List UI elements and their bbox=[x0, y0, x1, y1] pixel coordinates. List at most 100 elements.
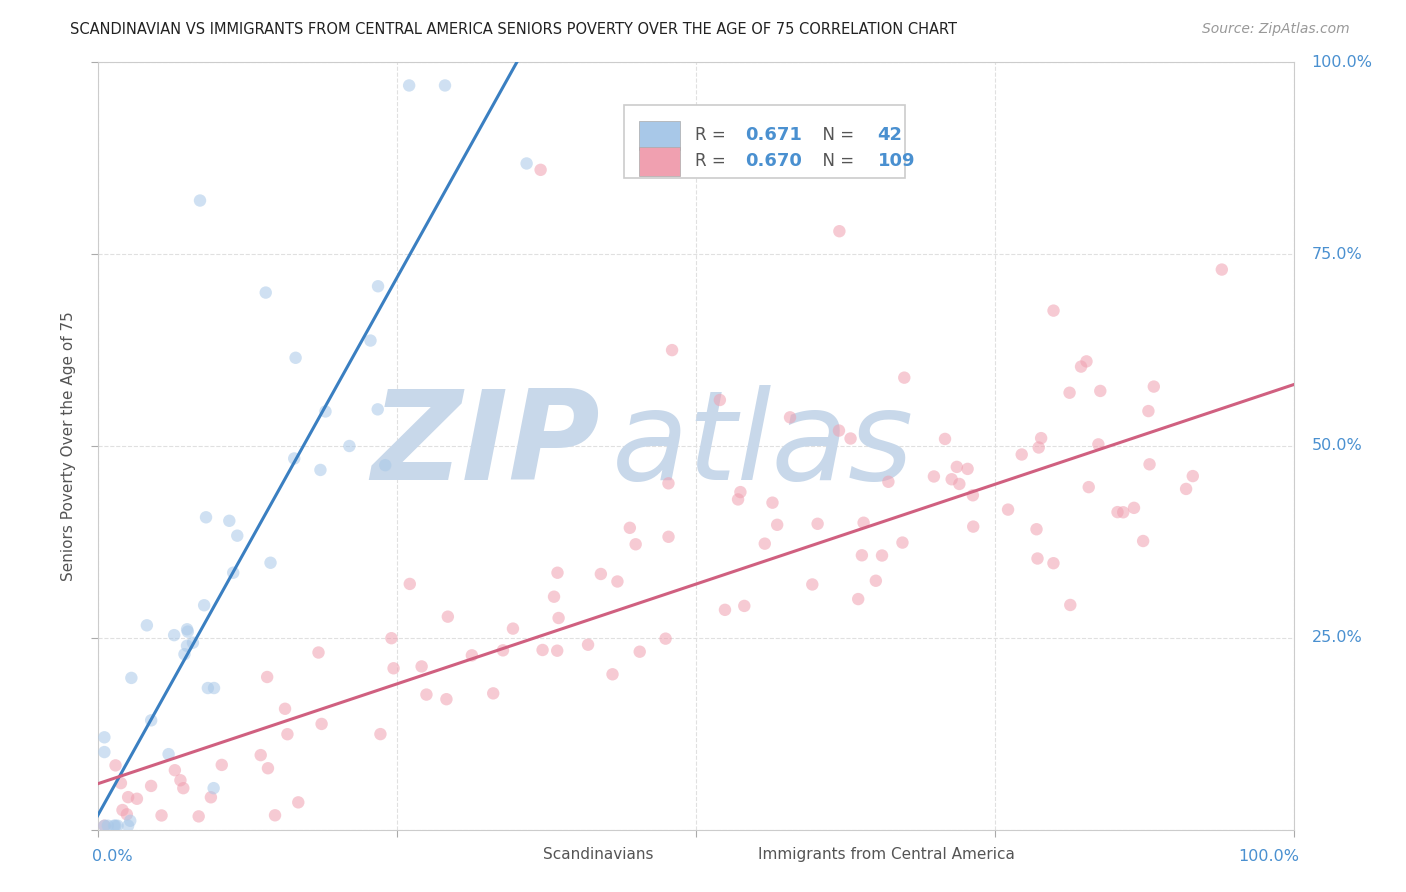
Point bbox=[172, 781, 194, 796]
Point bbox=[202, 681, 225, 695]
Point bbox=[309, 463, 332, 477]
Point bbox=[962, 488, 984, 502]
Point bbox=[1132, 534, 1154, 549]
Y-axis label: Seniors Poverty Over the Age of 75: Seniors Poverty Over the Age of 75 bbox=[60, 311, 76, 581]
Point bbox=[111, 803, 134, 817]
Point bbox=[187, 809, 209, 823]
Point bbox=[1112, 505, 1135, 519]
Point bbox=[274, 702, 297, 716]
Point bbox=[1025, 522, 1047, 536]
Text: atlas: atlas bbox=[613, 385, 914, 507]
Text: 75.0%: 75.0% bbox=[1312, 247, 1362, 261]
Text: SCANDINAVIAN VS IMMIGRANTS FROM CENTRAL AMERICA SENIORS POVERTY OVER THE AGE OF : SCANDINAVIAN VS IMMIGRANTS FROM CENTRAL … bbox=[70, 22, 957, 37]
Point bbox=[657, 476, 679, 491]
Point bbox=[97, 819, 120, 833]
Point bbox=[1107, 505, 1129, 519]
Point bbox=[1059, 598, 1081, 612]
Point bbox=[1181, 469, 1204, 483]
Point bbox=[257, 761, 280, 775]
Point bbox=[893, 370, 915, 384]
Point bbox=[997, 502, 1019, 516]
Point bbox=[602, 667, 624, 681]
Point bbox=[315, 404, 337, 418]
Point bbox=[492, 643, 515, 657]
Point bbox=[546, 643, 568, 657]
Point bbox=[93, 819, 115, 833]
Point bbox=[188, 194, 211, 208]
Point bbox=[181, 635, 204, 649]
Point bbox=[1143, 379, 1166, 393]
Text: 0.0%: 0.0% bbox=[93, 849, 134, 863]
Point bbox=[169, 773, 191, 788]
Point bbox=[1059, 385, 1081, 400]
Point bbox=[367, 279, 389, 293]
Point bbox=[619, 521, 641, 535]
Point bbox=[589, 566, 612, 581]
Point bbox=[202, 781, 225, 796]
Point bbox=[93, 731, 115, 745]
Text: 0.670: 0.670 bbox=[745, 153, 801, 170]
Point bbox=[276, 727, 298, 741]
Point bbox=[135, 618, 157, 632]
Point bbox=[110, 776, 132, 790]
Point bbox=[256, 670, 278, 684]
Point bbox=[141, 714, 163, 728]
Point bbox=[287, 796, 309, 810]
Point bbox=[1011, 448, 1033, 462]
Point bbox=[865, 574, 887, 588]
Point bbox=[104, 819, 127, 833]
Point bbox=[249, 748, 271, 763]
Bar bbox=[505, 847, 531, 864]
Point bbox=[415, 688, 437, 702]
Text: R =: R = bbox=[695, 127, 731, 145]
Point bbox=[374, 458, 396, 473]
Point bbox=[839, 432, 862, 446]
Point bbox=[1042, 556, 1064, 570]
Text: 42: 42 bbox=[877, 127, 903, 145]
Point bbox=[727, 492, 749, 507]
Point bbox=[461, 648, 484, 663]
Point bbox=[754, 536, 776, 550]
Point bbox=[436, 692, 458, 706]
Point bbox=[437, 609, 460, 624]
Point bbox=[1029, 431, 1052, 445]
Point bbox=[946, 459, 969, 474]
Point bbox=[628, 645, 651, 659]
Point bbox=[264, 808, 287, 822]
Point bbox=[745, 117, 768, 131]
Point bbox=[339, 439, 361, 453]
Point bbox=[1090, 384, 1112, 398]
Point bbox=[624, 537, 647, 551]
Point bbox=[176, 639, 198, 653]
Point bbox=[259, 556, 281, 570]
Point bbox=[218, 514, 240, 528]
Point bbox=[193, 599, 215, 613]
Point bbox=[398, 78, 420, 93]
Point bbox=[107, 819, 129, 833]
Bar bbox=[638, 120, 681, 150]
Point bbox=[150, 808, 173, 822]
Point bbox=[956, 462, 979, 476]
Point bbox=[311, 717, 333, 731]
Point bbox=[807, 516, 830, 531]
Point bbox=[176, 622, 198, 636]
Point bbox=[370, 727, 392, 741]
Text: ZIP: ZIP bbox=[371, 385, 600, 507]
Text: 0.671: 0.671 bbox=[745, 127, 801, 145]
Point bbox=[177, 624, 200, 639]
Point bbox=[606, 574, 628, 589]
Point bbox=[411, 659, 433, 673]
Point bbox=[1211, 262, 1233, 277]
Point bbox=[828, 224, 851, 238]
Point bbox=[173, 647, 195, 661]
Point bbox=[530, 162, 553, 177]
Point bbox=[851, 549, 873, 563]
Point bbox=[284, 351, 307, 365]
Point bbox=[104, 758, 127, 772]
Point bbox=[547, 611, 569, 625]
Text: Source: ZipAtlas.com: Source: ZipAtlas.com bbox=[1202, 22, 1350, 37]
Point bbox=[766, 517, 789, 532]
Point bbox=[547, 566, 569, 580]
Text: Immigrants from Central America: Immigrants from Central America bbox=[758, 847, 1015, 863]
Point bbox=[139, 779, 162, 793]
